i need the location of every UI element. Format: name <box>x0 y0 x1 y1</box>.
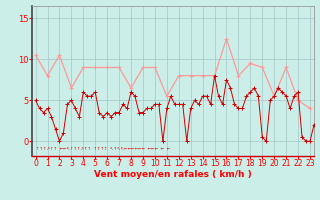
X-axis label: Vent moyen/en rafales ( km/h ): Vent moyen/en rafales ( km/h ) <box>94 170 252 179</box>
Text: ↑↑↑↗↑↑  ←←↖↑↑↑↗↑↑  ↑↑↑↑  ↖↑↖↖←←←←←←  ←←←  ←  ←: ↑↑↑↗↑↑ ←←↖↑↑↑↗↑↑ ↑↑↑↑ ↖↑↖↖←←←←←← ←←← ← ← <box>36 147 170 151</box>
